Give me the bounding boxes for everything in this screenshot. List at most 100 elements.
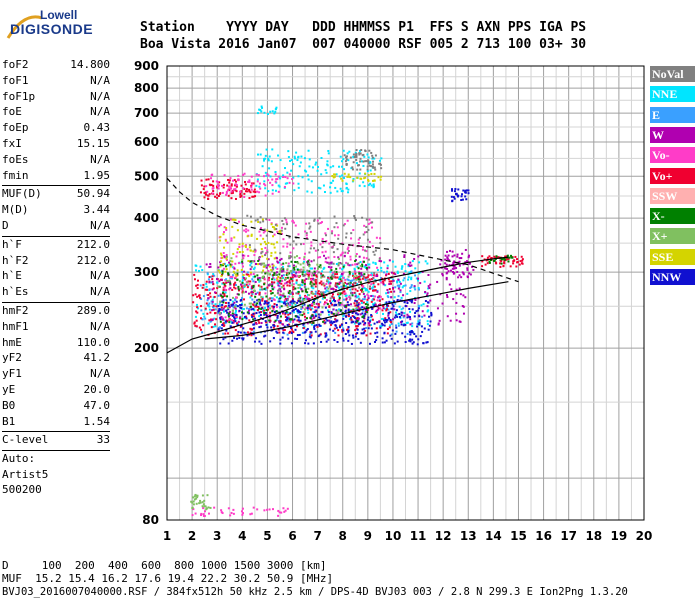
echo-point-vo [211, 278, 214, 281]
echo-point-w [242, 276, 245, 279]
echo-point-nne [311, 307, 314, 310]
echo-point-x [351, 286, 354, 289]
echo-point-x [195, 497, 198, 500]
echo-point-vo [191, 514, 194, 517]
echo-point-vo [389, 311, 392, 314]
echo-point-vo [212, 287, 215, 290]
echo-point-nnw [236, 305, 239, 308]
echo-point-nnw [314, 315, 317, 318]
echo-point-noval [367, 162, 370, 165]
echo-point-vo [275, 306, 278, 309]
echo-point-nne [417, 320, 420, 323]
echo-point-w [220, 315, 223, 318]
echo-point-vo [389, 320, 392, 323]
echo-point-vo [315, 306, 318, 309]
echo-point-nnw [244, 315, 247, 318]
echo-point-noval [343, 154, 346, 157]
echo-point-vo [223, 305, 226, 308]
echo-point-nnw [425, 341, 428, 344]
echo-point-nnw [332, 320, 335, 323]
echo-point-nnw [409, 340, 412, 343]
echo-point-e [390, 322, 393, 325]
echo-point-x [293, 266, 296, 269]
echo-point-e [380, 277, 383, 280]
echo-point-vo [266, 508, 269, 511]
echo-point-x [233, 271, 236, 274]
echo-point-vo [320, 283, 323, 286]
echo-point-vo [285, 218, 288, 221]
echo-point-e [207, 304, 210, 307]
echo-point-x [241, 260, 244, 263]
echo-point-vo [305, 237, 308, 240]
echo-point-vo [292, 286, 295, 289]
echo-point-vo [220, 511, 223, 514]
echo-point-nnw [368, 320, 371, 323]
echo-point-x [222, 291, 225, 294]
echo-point-noval [355, 149, 358, 152]
echo-point-x [322, 274, 325, 277]
echo-point-nnw [353, 316, 356, 319]
echo-point-nne [258, 280, 261, 283]
echo-point-x [301, 271, 304, 274]
echo-point-e [323, 291, 326, 294]
echo-point-w [267, 284, 270, 287]
echo-point-w [378, 260, 381, 263]
echo-point-nne [264, 171, 267, 174]
echo-point-nne [397, 322, 400, 325]
echo-point-vo [366, 309, 369, 312]
echo-point-e [218, 327, 221, 330]
echo-point-vo [201, 286, 204, 289]
echo-point-nne [404, 263, 407, 266]
echo-point-x [256, 274, 259, 277]
echo-point-vo [503, 259, 506, 262]
echo-point-nne [281, 265, 284, 268]
echo-point-vo [207, 294, 210, 297]
echo-point-nne [298, 165, 301, 168]
echo-point-vo [282, 329, 285, 332]
echo-point-x [289, 318, 292, 321]
echo-point-x [307, 276, 310, 279]
echo-point-nnw [285, 319, 288, 322]
echo-point-x [488, 261, 491, 264]
echo-point-nnw [263, 302, 266, 305]
echo-point-nnw [334, 324, 337, 327]
echo-point-vo [213, 506, 216, 509]
echo-point-vo [381, 280, 384, 283]
echo-point-nne [277, 300, 280, 303]
echo-point-vo [252, 315, 255, 318]
echo-point-vo [370, 315, 373, 318]
echo-point-nne [303, 157, 306, 160]
echo-point-nne [271, 148, 274, 151]
echo-point-nne [307, 149, 310, 152]
echo-point-w [279, 290, 282, 293]
echo-point-vo [193, 273, 196, 276]
echo-point-nne [308, 158, 311, 161]
echo-point-e [264, 288, 267, 291]
echo-point-sse [252, 250, 255, 253]
echo-point-e [246, 271, 249, 274]
echo-point-e [394, 324, 397, 327]
echo-point-nnw [357, 338, 360, 341]
echo-point-vo [247, 180, 250, 183]
y-tick-label: 200 [134, 341, 159, 355]
param-value: 47.0 [83, 398, 111, 412]
echo-point-nnw [357, 323, 360, 326]
echo-point-vo [257, 284, 260, 287]
x-tick-label: 7 [313, 529, 321, 543]
echo-point-nne [345, 186, 348, 189]
echo-point-vo [274, 180, 277, 183]
echo-point-noval [362, 160, 365, 163]
echo-point-w [457, 276, 460, 279]
echo-point-vo [264, 313, 267, 316]
echo-point-nne [355, 296, 358, 299]
echo-point-nnw [239, 304, 242, 307]
echo-point-vo [267, 306, 270, 309]
echo-point-x [282, 292, 285, 295]
echo-point-nne [310, 323, 313, 326]
echo-point-nne [201, 269, 204, 272]
echo-point-e [232, 305, 235, 308]
echo-point-x [275, 310, 278, 313]
echo-point-nnw [266, 326, 269, 329]
echo-point-noval [337, 264, 340, 267]
echo-point-vo [248, 181, 251, 184]
